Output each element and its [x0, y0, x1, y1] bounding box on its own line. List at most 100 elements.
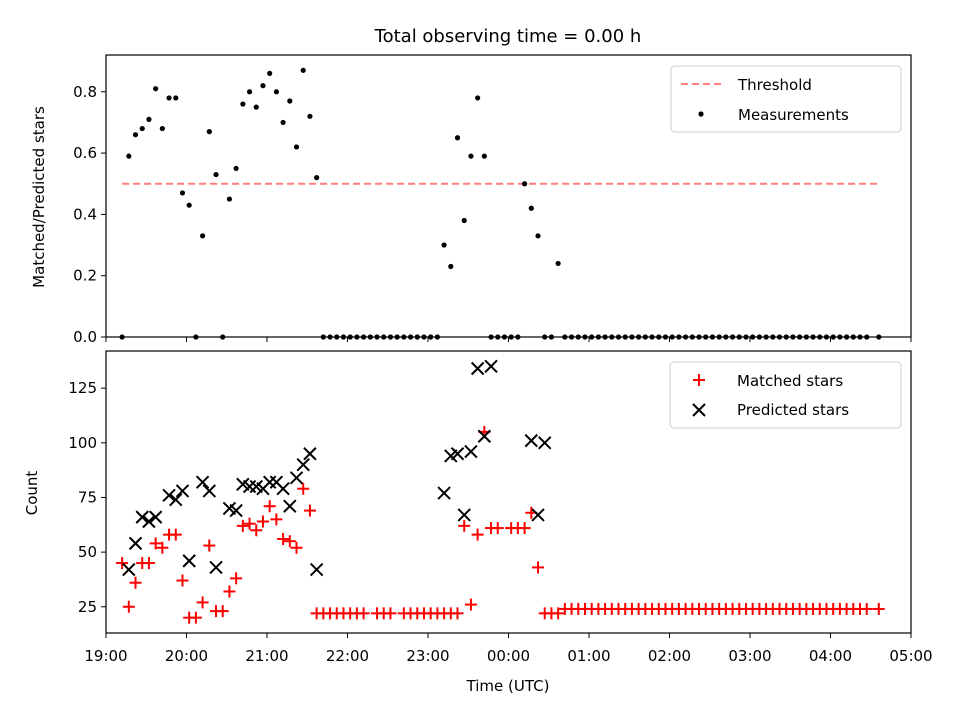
- predicted-star-point: [262, 475, 277, 489]
- matched-star-point: [149, 537, 162, 550]
- x-tick-label: 00:00: [487, 647, 530, 665]
- matched-star-point: [116, 557, 129, 570]
- predicted-star-point: [531, 508, 545, 522]
- measurement-point: [300, 67, 306, 73]
- measurement-point: [173, 95, 179, 101]
- predicted-star-point: [142, 514, 156, 529]
- measurement-point: [441, 242, 447, 248]
- measurement-point: [186, 202, 192, 208]
- measurement-point: [280, 119, 286, 126]
- matched-star-point: [451, 607, 464, 620]
- measurement-point: [166, 95, 172, 101]
- predicted-star-point: [202, 484, 217, 498]
- matched-star-point: [464, 598, 477, 611]
- x-tick-label: 03:00: [728, 647, 771, 665]
- predicted-star-point: [175, 484, 190, 498]
- predicted-star-point: [470, 361, 485, 376]
- top-plot-frame: [105, 54, 912, 338]
- x-tick-label: 23:00: [406, 647, 449, 665]
- predicted-star-point: [296, 457, 310, 472]
- x-tick-label: 22:00: [326, 647, 369, 665]
- matched-star-point: [303, 504, 316, 517]
- predicted-star-point: [309, 562, 324, 577]
- x-tick-label: 20:00: [165, 647, 208, 665]
- matched-star-point: [250, 524, 263, 537]
- predicted-star-point: [283, 499, 297, 513]
- matched-star-point: [122, 600, 135, 613]
- top-y-ticks: 0.0 0.2 0.4 0.6 0.8: [73, 83, 106, 346]
- measurement-point: [240, 101, 246, 107]
- measurement-point: [307, 113, 313, 119]
- measurement-point: [293, 144, 300, 150]
- matched-star-point: [277, 533, 290, 545]
- chart-title: Total observing time = 0.00 h: [374, 26, 642, 47]
- measurement-point: [481, 153, 487, 159]
- measurement-point: [233, 165, 239, 172]
- matched-star-point: [236, 519, 249, 532]
- measurement-point: [454, 135, 461, 141]
- matched-star-point: [203, 539, 216, 552]
- bottom-legend-box: [669, 361, 902, 429]
- predicted-star-point: [538, 436, 552, 450]
- bottom-y-axis-label: Count: [23, 471, 41, 516]
- top-y-tick-label: 0.4: [73, 205, 97, 223]
- matched-star-point: [518, 522, 531, 535]
- measurement-point: [213, 171, 219, 178]
- measurement-point: [139, 125, 145, 132]
- bottom-legend: Matched stars Predicted stars: [669, 361, 902, 429]
- predicted-star-point: [477, 429, 492, 443]
- matched-star-point: [290, 541, 303, 554]
- matched-star-point: [860, 602, 873, 615]
- bottom-panel: Count Time (UTC) 25 50 75 100 125 19:00 20:00…: [23, 350, 933, 695]
- matched-star-point: [384, 607, 397, 620]
- measurement-point: [246, 89, 253, 95]
- matched-star-point: [189, 611, 202, 624]
- bottom-x-ticks: 19:00 20:00 21:00 22:00 23:00 00:00 01:00 02:00…: [84, 633, 933, 665]
- matched-star-point: [357, 607, 370, 620]
- legend-measurements-swatch: [698, 111, 704, 117]
- measurement-point: [260, 83, 266, 89]
- matched-star-point: [142, 557, 155, 570]
- matched-star-point: [256, 515, 269, 528]
- matched-star-point: [169, 528, 182, 541]
- legend-threshold-label: Threshold: [737, 76, 812, 94]
- predicted-star-point: [135, 510, 149, 524]
- matched-star-point: [297, 482, 310, 495]
- predicted-stars-series: [122, 359, 552, 577]
- measurement-point: [159, 125, 165, 132]
- matched-star-point: [230, 572, 243, 585]
- predicted-star-point: [484, 359, 498, 374]
- x-axis-label: Time (UTC): [466, 677, 550, 695]
- top-x-ticks: [105, 337, 912, 342]
- matched-star-point: [129, 576, 142, 589]
- predicted-star-point: [182, 554, 196, 568]
- measurement-point: [555, 260, 561, 267]
- bottom-plot-frame: [105, 350, 912, 634]
- predicted-star-point: [437, 486, 451, 500]
- measurement-point: [475, 95, 481, 101]
- measurement-point: [273, 89, 279, 95]
- top-y-tick-label: 0.2: [73, 267, 97, 285]
- matched-star-point: [216, 605, 229, 618]
- measurement-point: [461, 217, 467, 224]
- measurement-point: [522, 181, 528, 187]
- matched-star-point: [532, 561, 545, 574]
- bottom-y-tick-label: 100: [68, 434, 97, 452]
- matched-stars-series: [116, 425, 885, 624]
- measurement-point: [153, 86, 159, 92]
- predicted-star-point: [524, 433, 539, 448]
- measurement-point: [448, 263, 454, 270]
- measurement-point: [226, 196, 233, 202]
- x-tick-label: 19:00: [84, 647, 127, 665]
- measurement-point: [179, 190, 186, 196]
- measurement-point: [267, 70, 273, 76]
- top-y-tick-label: 0.8: [73, 83, 97, 101]
- predicted-star-point: [464, 444, 478, 459]
- measurement-point: [206, 129, 212, 135]
- legend-matched-swatch: [693, 374, 705, 386]
- predicted-star-point: [229, 503, 243, 518]
- x-tick-label: 01:00: [567, 647, 610, 665]
- top-legend-box: [670, 65, 902, 133]
- top-y-tick-label: 0.0: [73, 328, 97, 346]
